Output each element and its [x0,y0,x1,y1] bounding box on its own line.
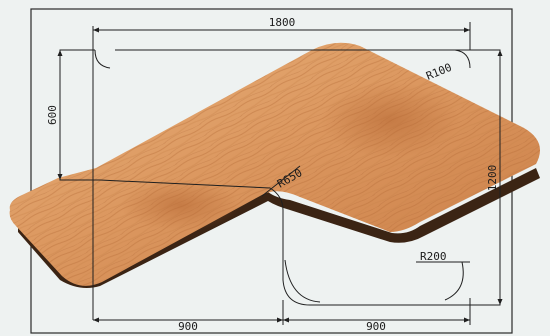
corner-arc-top-right [454,49,471,69]
guide-outline [59,49,501,306]
wood-grain-knot [320,82,460,158]
radius-outer-label: R100 [424,61,453,83]
dimension-left-height: 600 [46,105,59,125]
tabletop-edge [18,168,540,288]
corner-arc-top-left [94,49,111,69]
dimension-right-height: 1200 [486,165,499,192]
wood-grain [9,42,541,286]
radius-cutout-label: R200 [420,250,447,263]
cutout-arc [284,259,321,303]
arrowheads [57,27,503,323]
cutout-arc-right [444,261,464,301]
dimension-top-width: 1800 [269,16,296,29]
leader-line-r650 [261,165,301,197]
dimension-bottom-right: 900 [366,320,386,333]
dimension-lines [59,22,501,325]
wood-grain-knot [120,179,240,231]
dimension-bottom-left: 900 [178,320,198,333]
